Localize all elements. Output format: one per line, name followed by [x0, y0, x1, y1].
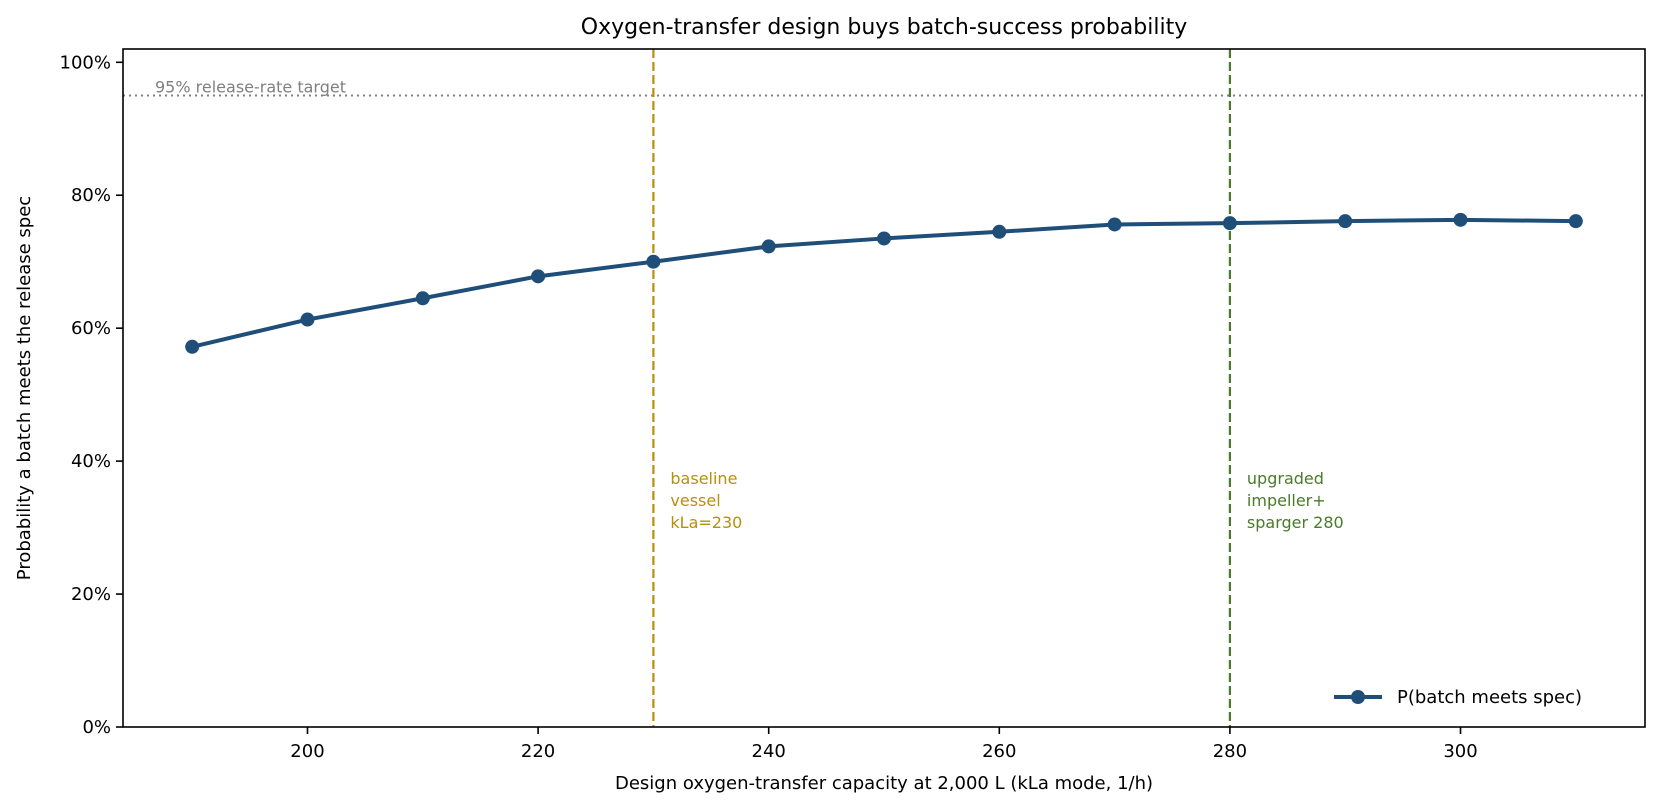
plot-frame — [122, 48, 1646, 728]
data-point-280 — [1222, 216, 1237, 231]
data-point-290 — [1338, 214, 1353, 229]
reference-label-2-line-2: sparger 280 — [1247, 513, 1344, 532]
y-tick-label-60: 60% — [71, 318, 111, 339]
data-point-190 — [185, 339, 200, 354]
reference-label-2-line-0: upgraded — [1247, 469, 1324, 488]
data-point-200 — [300, 312, 315, 327]
x-tick-label-260: 260 — [982, 741, 1016, 762]
y-axis-label: Probability a batch meets the release sp… — [14, 196, 35, 580]
x-tick-label-220: 220 — [521, 741, 555, 762]
y-tick-label-20: 20% — [71, 584, 111, 605]
x-axis-label: Design oxygen-transfer capacity at 2,000… — [615, 773, 1153, 794]
reference-label-1-line-2: kLa=230 — [670, 513, 742, 532]
target-line-label: 95% release-rate target — [155, 78, 346, 97]
legend-marker — [1351, 690, 1365, 704]
chart-title: Oxygen-transfer design buys batch-succes… — [581, 15, 1187, 40]
reference-label-1-line-1: vessel — [670, 491, 720, 510]
y-tick-label-80: 80% — [71, 185, 111, 206]
data-point-230 — [646, 254, 661, 269]
y-tick-label-40: 40% — [71, 451, 111, 472]
reference-label-1-line-0: baseline — [670, 469, 737, 488]
x-tick-label-240: 240 — [752, 741, 786, 762]
y-tick-label-100: 100% — [60, 52, 111, 73]
legend-label: P(batch meets spec) — [1397, 687, 1582, 708]
data-point-260 — [992, 224, 1007, 239]
reference-label-2-line-1: impeller+ — [1247, 491, 1326, 510]
legend: P(batch meets spec) — [1334, 687, 1582, 708]
data-point-310 — [1568, 214, 1583, 229]
data-point-300 — [1453, 212, 1468, 227]
x-tick-label-280: 280 — [1213, 741, 1247, 762]
data-point-220 — [531, 269, 546, 284]
data-point-240 — [761, 239, 776, 254]
plot-area: 95% release-rate target baseline vessel kLa… — [60, 48, 1646, 762]
x-tick-label-300: 300 — [1443, 741, 1477, 762]
data-point-210 — [415, 291, 430, 306]
x-tick-label-200: 200 — [290, 741, 324, 762]
data-point-250 — [877, 231, 891, 246]
data-point-270 — [1107, 217, 1122, 232]
y-tick-label-0: 0% — [82, 717, 111, 738]
